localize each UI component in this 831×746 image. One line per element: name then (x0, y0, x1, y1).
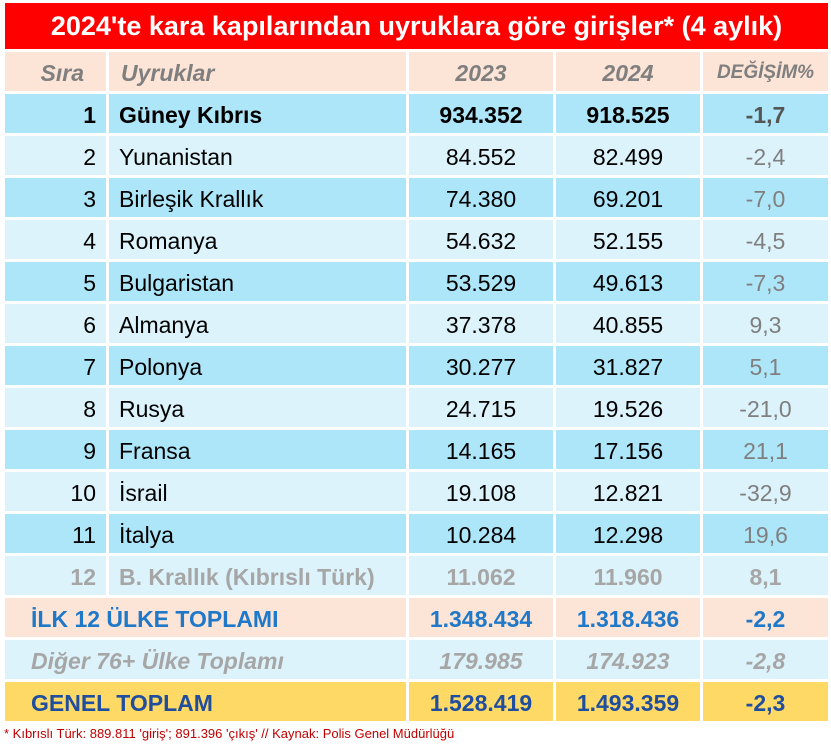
row-2023: 10.284 (409, 514, 556, 556)
row-2024: 31.827 (556, 346, 703, 388)
row-rank: 11 (5, 514, 109, 556)
row-nation: Yunanistan (109, 136, 409, 178)
grand-total-2023: 1.528.419 (409, 682, 556, 724)
row-rank: 2 (5, 136, 109, 178)
row-rank: 5 (5, 262, 109, 304)
row-2023: 19.108 (409, 472, 556, 514)
row-2023: 53.529 (409, 262, 556, 304)
row-change: 19,6 (703, 514, 828, 556)
row-nation: B. Krallık (Kıbrıslı Türk) (109, 556, 409, 598)
row-2024: 40.855 (556, 304, 703, 346)
row-change: -1,7 (703, 94, 828, 136)
row-rank: 9 (5, 430, 109, 472)
row-change: -32,9 (703, 472, 828, 514)
row-2024: 49.613 (556, 262, 703, 304)
row-2023: 84.552 (409, 136, 556, 178)
row-2024: 12.298 (556, 514, 703, 556)
row-2023: 24.715 (409, 388, 556, 430)
others-total-change: -2,8 (703, 640, 828, 682)
footnote: * Kıbrıslı Türk: 889.811 'giriş'; 891.39… (4, 726, 455, 741)
row-2023: 37.378 (409, 304, 556, 346)
row-rank: 8 (5, 388, 109, 430)
row-nation: Almanya (109, 304, 409, 346)
row-nation: Romanya (109, 220, 409, 262)
row-rank: 7 (5, 346, 109, 388)
row-2023: 54.632 (409, 220, 556, 262)
row-nation: Güney Kıbrıs (109, 94, 409, 136)
row-2024: 82.499 (556, 136, 703, 178)
grand-total-2024: 1.493.359 (556, 682, 703, 724)
row-rank: 6 (5, 304, 109, 346)
row-change: -7,3 (703, 262, 828, 304)
row-change: 9,3 (703, 304, 828, 346)
row-2024: 69.201 (556, 178, 703, 220)
row-change: -21,0 (703, 388, 828, 430)
row-2023: 11.062 (409, 556, 556, 598)
row-nation: İtalya (109, 514, 409, 556)
row-rank: 10 (5, 472, 109, 514)
row-change: 8,1 (703, 556, 828, 598)
top12-total-2024: 1.318.436 (556, 598, 703, 640)
row-2024: 19.526 (556, 388, 703, 430)
row-2023: 74.380 (409, 178, 556, 220)
row-rank: 1 (5, 94, 109, 136)
row-change: -2,4 (703, 136, 828, 178)
row-change: 21,1 (703, 430, 828, 472)
row-nation: Bulgaristan (109, 262, 409, 304)
data-table: Sıra Uyruklar 2023 2024 DEĞİŞİM% 1 Güney … (5, 52, 828, 724)
row-2024: 17.156 (556, 430, 703, 472)
row-nation: Rusya (109, 388, 409, 430)
others-total-2024: 174.923 (556, 640, 703, 682)
top12-total-change: -2,2 (703, 598, 828, 640)
row-nation: Polonya (109, 346, 409, 388)
row-2024: 11.960 (556, 556, 703, 598)
row-rank: 4 (5, 220, 109, 262)
row-nation: İsrail (109, 472, 409, 514)
header-nation: Uyruklar (109, 52, 409, 94)
row-2024: 918.525 (556, 94, 703, 136)
header-change: DEĞİŞİM% (703, 52, 828, 94)
row-change: -4,5 (703, 220, 828, 262)
row-change: 5,1 (703, 346, 828, 388)
header-2024: 2024 (556, 52, 703, 94)
others-total-label: Diğer 76+ Ülke Toplamı (5, 640, 409, 682)
row-rank: 3 (5, 178, 109, 220)
table-title: 2024'te kara kapılarından uyruklara göre… (5, 3, 828, 49)
row-2023: 30.277 (409, 346, 556, 388)
header-rank: Sıra (5, 52, 109, 94)
grand-total-label: GENEL TOPLAM (5, 682, 409, 724)
row-nation: Birleşik Krallık (109, 178, 409, 220)
row-2023: 934.352 (409, 94, 556, 136)
row-2024: 12.821 (556, 472, 703, 514)
top12-total-2023: 1.348.434 (409, 598, 556, 640)
header-2023: 2023 (409, 52, 556, 94)
top12-total-label: İLK 12 ÜLKE TOPLAMI (5, 598, 409, 640)
row-change: -7,0 (703, 178, 828, 220)
row-nation: Fransa (109, 430, 409, 472)
row-2023: 14.165 (409, 430, 556, 472)
grand-total-change: -2,3 (703, 682, 828, 724)
row-2024: 52.155 (556, 220, 703, 262)
others-total-2023: 179.985 (409, 640, 556, 682)
row-rank: 12 (5, 556, 109, 598)
